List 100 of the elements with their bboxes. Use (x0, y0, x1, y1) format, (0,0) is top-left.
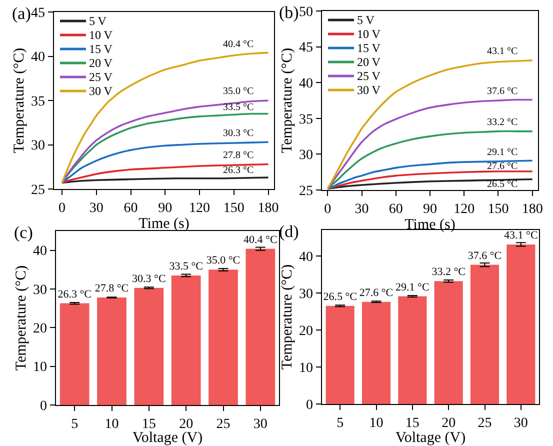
y-tick-label: 35 (299, 112, 314, 128)
y-tick-label: 50 (299, 4, 314, 20)
x-tick-label: 120 (189, 200, 210, 216)
y-tick-label: 40 (299, 250, 314, 265)
data-label: 27.8 °C (94, 282, 129, 295)
legend-label: 30 V (357, 83, 381, 97)
x-tick-label: 15 (142, 416, 156, 432)
x-tick-label: 20 (442, 416, 456, 431)
x-tick-label: 10 (104, 416, 119, 432)
y-tick-label: 40 (33, 244, 48, 260)
x-tick-label: 120 (454, 202, 475, 217)
x-tick-label: 180 (258, 200, 279, 216)
y-axis-title: Temperature (°C) (11, 48, 28, 154)
chart-title: (b) (279, 3, 299, 22)
x-tick-label: 150 (488, 202, 509, 217)
line-series (326, 98, 534, 190)
annotation: 26.3 °C (223, 165, 254, 176)
line-series (326, 178, 534, 190)
annotation: 26.5 °C (487, 179, 518, 190)
bar (60, 303, 90, 405)
legend-label: 25 V (357, 69, 381, 83)
bar (208, 270, 238, 405)
x-axis-title: Time (s) (138, 216, 190, 232)
legend-label: 5 V (357, 13, 375, 27)
y-tick-label: 0 (40, 398, 48, 414)
y-tick-label: 20 (33, 322, 48, 337)
bar (97, 298, 126, 405)
annotation: 35.0 °C (223, 86, 254, 97)
data-label: 33.2 °C (432, 266, 466, 278)
annotation: 27.8 °C (223, 150, 254, 161)
line-series (61, 100, 270, 184)
annotation: 37.6 °C (487, 86, 518, 97)
annotation: 33.5 °C (223, 102, 254, 113)
x-tick-label: 10 (369, 416, 384, 431)
legend-label: 15 V (89, 42, 113, 56)
y-tick-label: 30 (299, 148, 314, 164)
line-series (326, 130, 534, 190)
bar (134, 288, 164, 405)
data-label: 43.1 °C (504, 229, 538, 242)
y-tick-label: 20 (299, 324, 314, 339)
x-tick-label: 30 (89, 200, 104, 216)
line-series (326, 160, 534, 190)
y-tick-label: 35 (31, 94, 46, 110)
legend-label: 15 V (357, 41, 381, 55)
x-axis-title: Voltage (V) (395, 430, 466, 446)
annotation: 30.3 °C (223, 128, 254, 139)
bar (246, 248, 276, 405)
bar (470, 264, 500, 404)
y-tick-label: 0 (306, 398, 314, 413)
annotation: 43.1 °C (487, 46, 518, 57)
annotation: 29.1 °C (487, 147, 518, 158)
data-label: 35.0 °C (206, 254, 240, 267)
annotation: 40.4 °C (223, 39, 254, 50)
y-tick-label: 30 (33, 282, 48, 298)
annotation: 27.6 °C (487, 161, 518, 172)
bar (434, 281, 463, 404)
data-label: 33.5 °C (169, 260, 203, 272)
data-label: 30.3 °C (132, 272, 166, 285)
legend-label: 10 V (89, 28, 113, 42)
x-tick-label: 30 (354, 202, 369, 217)
legend-label: 20 V (89, 56, 113, 70)
data-label: 26.5 °C (323, 290, 357, 303)
y-tick-label: 45 (299, 40, 314, 56)
annotation: 33.2 °C (487, 117, 518, 128)
y-tick-label: 30 (299, 286, 314, 302)
x-tick-label: 90 (158, 200, 172, 216)
y-tick-label: 45 (31, 6, 46, 21)
x-tick-label: 60 (124, 200, 138, 216)
data-label: 40.4 °C (244, 234, 278, 246)
x-tick-label: 25 (216, 416, 230, 432)
legend-label: 20 V (357, 55, 381, 69)
y-axis-title: Temperature (°C) (279, 264, 296, 370)
x-tick-label: 0 (58, 200, 66, 216)
x-tick-label: 20 (179, 416, 194, 432)
x-axis-title: Time (s) (404, 216, 456, 233)
x-tick-label: 180 (522, 202, 543, 217)
x-tick-label: 5 (336, 416, 344, 431)
x-tick-label: 30 (253, 416, 268, 432)
x-tick-label: 90 (423, 202, 437, 217)
x-tick-label: 15 (405, 416, 420, 431)
chart-title: (d) (279, 222, 299, 241)
y-tick-label: 40 (299, 76, 314, 92)
x-tick-label: 0 (324, 202, 332, 217)
bar (362, 302, 391, 404)
x-tick-label: 150 (223, 200, 244, 216)
data-label: 29.1 °C (396, 281, 430, 294)
data-label: 37.6 °C (468, 250, 502, 262)
y-axis-title: Temperature (°C) (13, 265, 30, 371)
legend-label: 10 V (357, 27, 381, 41)
line-series (326, 60, 534, 190)
y-tick-label: 10 (33, 360, 48, 376)
y-tick-label: 40 (31, 50, 46, 66)
x-tick-label: 60 (388, 202, 403, 217)
y-tick-label: 25 (299, 184, 314, 199)
x-tick-label: 25 (478, 416, 492, 431)
x-tick-label: 30 (514, 416, 528, 431)
x-tick-label: 5 (71, 416, 78, 432)
data-label: 26.3 °C (58, 288, 92, 300)
y-tick-label: 30 (31, 138, 46, 154)
chart-title: (a) (12, 4, 31, 23)
